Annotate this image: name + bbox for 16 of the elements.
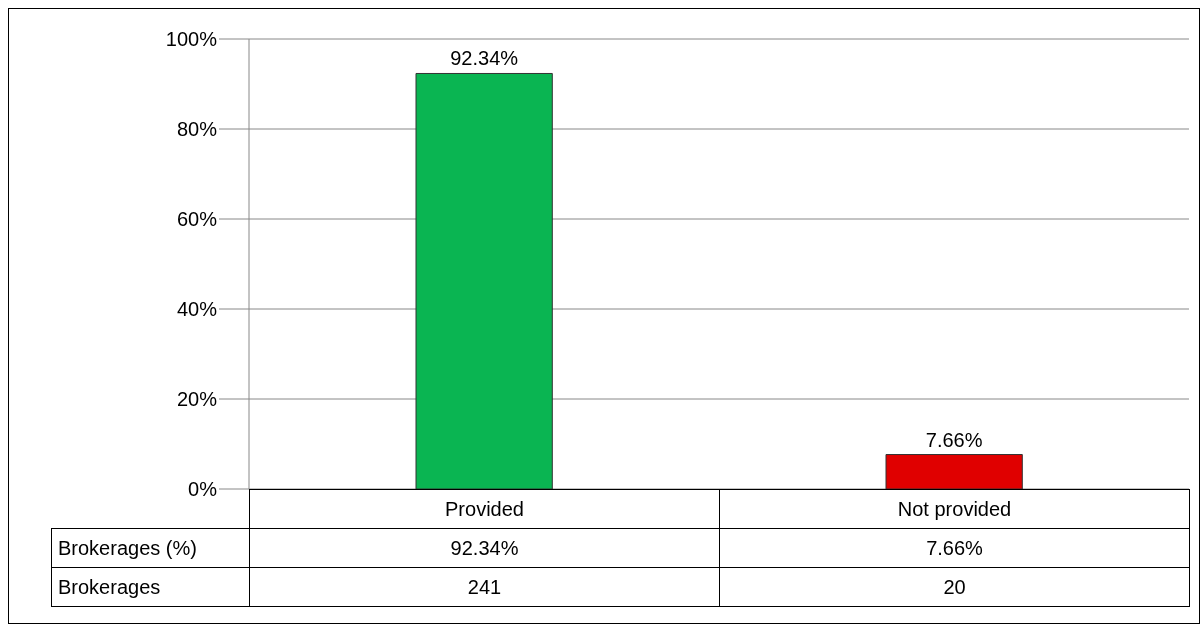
x-tick-label: Not provided — [719, 489, 1190, 529]
text: 20 — [719, 567, 1190, 607]
text: 92.34% — [450, 47, 519, 70]
data-label: 7.66% — [719, 528, 1190, 568]
y-tick-label: 0% — [188, 478, 218, 501]
y-tick-label: 100% — [165, 28, 218, 51]
y-tick-label: 80% — [176, 118, 218, 141]
text: Brokerages (%) — [51, 528, 250, 568]
y-tick-label: 60% — [176, 208, 218, 231]
text: 7.66% — [925, 428, 983, 451]
y-tick-label: 40% — [176, 298, 218, 321]
text: 241 — [249, 567, 720, 607]
y-tick-label: 20% — [176, 388, 218, 411]
text: Brokerages — [51, 567, 250, 607]
x-tick-label: Provided — [249, 489, 720, 529]
data-label: 92.34% — [249, 528, 720, 568]
